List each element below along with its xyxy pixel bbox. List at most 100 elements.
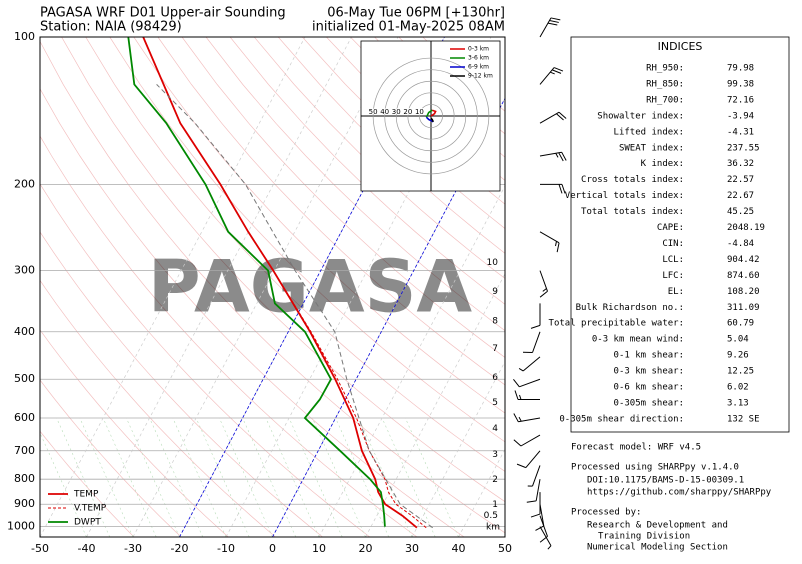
- y-tick-label: 600: [14, 411, 35, 424]
- legend-label: DWPT: [74, 518, 101, 528]
- y-tick-label: 200: [14, 177, 35, 190]
- y-tick-label: 300: [14, 264, 35, 277]
- note: Numerical Modeling Section: [587, 543, 728, 553]
- wind-barb: [523, 332, 540, 353]
- x-tick-label: 20: [359, 542, 373, 555]
- hodo-ring-label: 10: [415, 108, 424, 116]
- wind-barb: [528, 465, 540, 486]
- x-tick-label: -50: [31, 542, 49, 555]
- y-tick-label: 1000: [7, 520, 35, 533]
- wind-barb: [540, 152, 566, 161]
- index-value: 3.13: [727, 398, 749, 408]
- wind-barb: [514, 413, 540, 421]
- height-unit: km: [486, 523, 500, 533]
- index-value: 6.02: [727, 383, 749, 393]
- height-label: 1: [492, 500, 498, 510]
- note: Processed by:: [571, 508, 641, 518]
- x-tick-label: 10: [312, 542, 326, 555]
- index-label: LCL:: [662, 255, 684, 265]
- height-label: 10: [487, 258, 499, 268]
- y-tick-label: 900: [14, 497, 35, 510]
- index-value: 5.04: [727, 335, 749, 345]
- note: Processed using SHARPpy v.1.4.0: [571, 463, 739, 473]
- index-label: 0-3 km mean wind:: [592, 335, 684, 345]
- y-tick-label: 500: [14, 372, 35, 385]
- index-label: LFC:: [662, 271, 684, 281]
- x-tick-label: 50: [498, 542, 512, 555]
- y-tick-label: 100: [14, 30, 35, 43]
- index-label: SWEAT index:: [619, 143, 684, 153]
- index-value: 9.26: [727, 351, 749, 361]
- mixing-ratio-line: [359, 418, 412, 537]
- x-tick-label: -20: [171, 542, 189, 555]
- y-tick-label: 800: [14, 472, 35, 485]
- note: Training Division: [598, 532, 690, 542]
- hodo-legend-label: 3-6 km: [468, 55, 489, 62]
- hodo-ring-label: 50: [369, 108, 378, 116]
- index-label: Bulk Richardson no.:: [576, 303, 684, 313]
- chart-subtitle: Station: NAIA (98429): [40, 20, 182, 35]
- note: Forecast model: WRF v4.5: [571, 443, 701, 453]
- x-tick-label: 0: [269, 542, 276, 555]
- index-value: 904.42: [727, 255, 760, 265]
- index-label: Vertical totals index:: [565, 191, 684, 201]
- wind-barb: [513, 379, 540, 387]
- mixing-ratio-line: [266, 418, 319, 537]
- index-value: 72.16: [727, 95, 754, 105]
- x-tick-label: -30: [124, 542, 142, 555]
- note: DOI:10.1175/BAMS-D-15-00309.1: [587, 476, 744, 486]
- hodo-legend-label: 9-12 km: [468, 73, 493, 80]
- wind-barb: [531, 492, 540, 517]
- x-tick-label: 40: [452, 542, 466, 555]
- index-label: CAPE:: [657, 223, 684, 233]
- mixing-ratio-line: [289, 418, 342, 537]
- index-value: 874.60: [727, 271, 760, 281]
- height-label: 9: [492, 287, 498, 297]
- mixing-ratio-line: [196, 418, 249, 537]
- index-value: 108.20: [727, 287, 760, 297]
- legend-label: V.TEMP: [74, 504, 107, 514]
- height-label: 3: [492, 450, 498, 460]
- chart-subtitle-right: initialized 01-May-2025 08AM: [312, 20, 505, 35]
- index-value: 60.79: [727, 319, 754, 329]
- wind-barb: [514, 435, 540, 446]
- indices: RH_950:79.98RH_850:99.38RH_700:72.16Show…: [549, 64, 765, 425]
- height-label: 6: [492, 373, 498, 383]
- index-value: 36.32: [727, 159, 754, 169]
- index-value: 2048.19: [727, 223, 765, 233]
- mixing-ratio-line: [173, 418, 226, 537]
- hodo-ring-label: 20: [403, 108, 412, 116]
- index-label: 0-305m shear direction:: [559, 414, 684, 424]
- legend-label: TEMP: [73, 490, 99, 500]
- index-label: Cross totals index:: [581, 175, 684, 185]
- height-label: 8: [492, 316, 498, 326]
- height-label: 4: [492, 424, 498, 434]
- index-label: Showalter index:: [597, 111, 684, 121]
- hodo-ring-label: 30: [392, 108, 401, 116]
- index-label: 0-305m shear:: [614, 398, 684, 408]
- x-tick-label: 30: [405, 542, 419, 555]
- mixing-ratio-line: [405, 418, 458, 537]
- index-value: 237.55: [727, 143, 760, 153]
- mixing-ratio-line: [243, 418, 296, 537]
- mixing-ratio-line: [126, 418, 179, 537]
- index-value: -4.31: [727, 127, 754, 137]
- x-tick-label: -40: [78, 542, 96, 555]
- index-label: 0-1 km shear:: [614, 351, 684, 361]
- mixing-ratio-line: [336, 418, 389, 537]
- index-label: EL:: [668, 287, 684, 297]
- mixing-ratio-line: [150, 418, 203, 537]
- index-label: RH_850:: [646, 79, 684, 89]
- index-value: 12.25: [727, 367, 754, 377]
- note: Research & Development and: [587, 521, 728, 531]
- hodo-legend-label: 0-3 km: [468, 46, 489, 53]
- index-value: 22.67: [727, 191, 754, 201]
- index-value: 45.25: [727, 207, 754, 217]
- note: https://github.com/sharppy/SHARPpy: [587, 488, 772, 498]
- wind-barb: [540, 184, 565, 193]
- index-label: RH_700:: [646, 95, 684, 105]
- index-label: Total precipitable water:: [549, 319, 684, 329]
- indices-title: INDICES: [658, 40, 703, 53]
- mixing-ratio-line: [219, 418, 272, 537]
